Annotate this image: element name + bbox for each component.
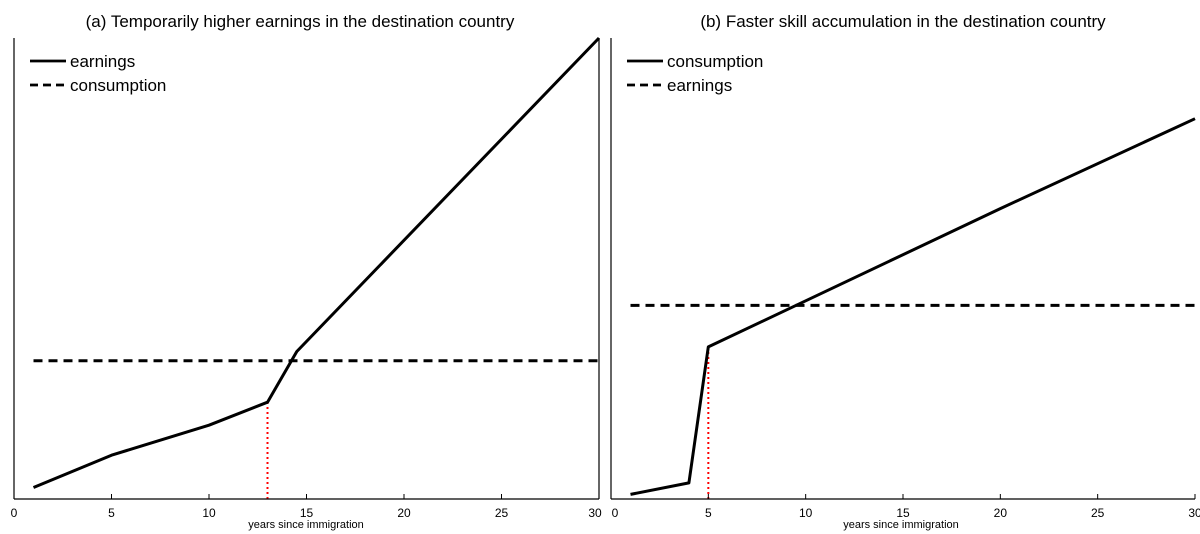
panel-b-marks (630, 117, 1196, 499)
panel-b-legend: consumption earnings (627, 52, 763, 95)
panel-a-x-tick-label-10: 10 (202, 506, 216, 520)
panel-a-x-tick-label-5: 5 (108, 506, 115, 520)
panel-a-x-tick-label-0: 0 (11, 506, 18, 520)
panel-a-x-tick-label-30: 30 (588, 506, 602, 520)
panel-b-x-tick-label-15: 15 (896, 506, 910, 520)
panel-a-series-earnings-line (32, 36, 601, 489)
panel-b-x-tick-label-20: 20 (994, 506, 1008, 520)
panel-a-x-tick-label-20: 20 (397, 506, 411, 520)
panel-b-x-tick-label-25: 25 (1091, 506, 1105, 520)
panel-a-x-label: years since immigration (248, 519, 364, 531)
panel-b-legend-label-consumption: consumption (667, 52, 763, 71)
panel-b-title: (b) Faster skill accumulation in the des… (700, 12, 1106, 31)
panel-a-legend: earnings consumption (30, 52, 166, 95)
panel-b-legend-label-earnings: earnings (667, 76, 732, 95)
panel-b-x-tick-label-5: 5 (705, 506, 712, 520)
panel-a-marks (32, 36, 601, 499)
panel-b-ticks: 0 5 10 15 20 25 30 (610, 494, 1200, 520)
panel-b-x-tick-label-0: 0 (612, 506, 619, 520)
panel-a-title: (a) Temporarily higher earnings in the d… (86, 12, 515, 31)
panel-a-ticks: 0 5 10 15 20 25 30 (11, 494, 602, 520)
panel-a-x-tick-label-25: 25 (495, 506, 509, 520)
panel-a: (a) Temporarily higher earnings in the d… (11, 12, 602, 531)
panel-b-x-label: years since immigration (843, 519, 959, 531)
panel-b-x-tick-label-30: 30 (1188, 506, 1200, 520)
panel-a-legend-label-consumption: consumption (70, 76, 166, 95)
panel-b-x-tick-label-10: 10 (799, 506, 813, 520)
panel-a-legend-label-earnings: earnings (70, 52, 135, 71)
panel-b: (b) Faster skill accumulation in the des… (610, 12, 1200, 531)
panel-a-x-tick-label-15: 15 (300, 506, 314, 520)
panel-b-series-consumption-line (630, 117, 1196, 496)
